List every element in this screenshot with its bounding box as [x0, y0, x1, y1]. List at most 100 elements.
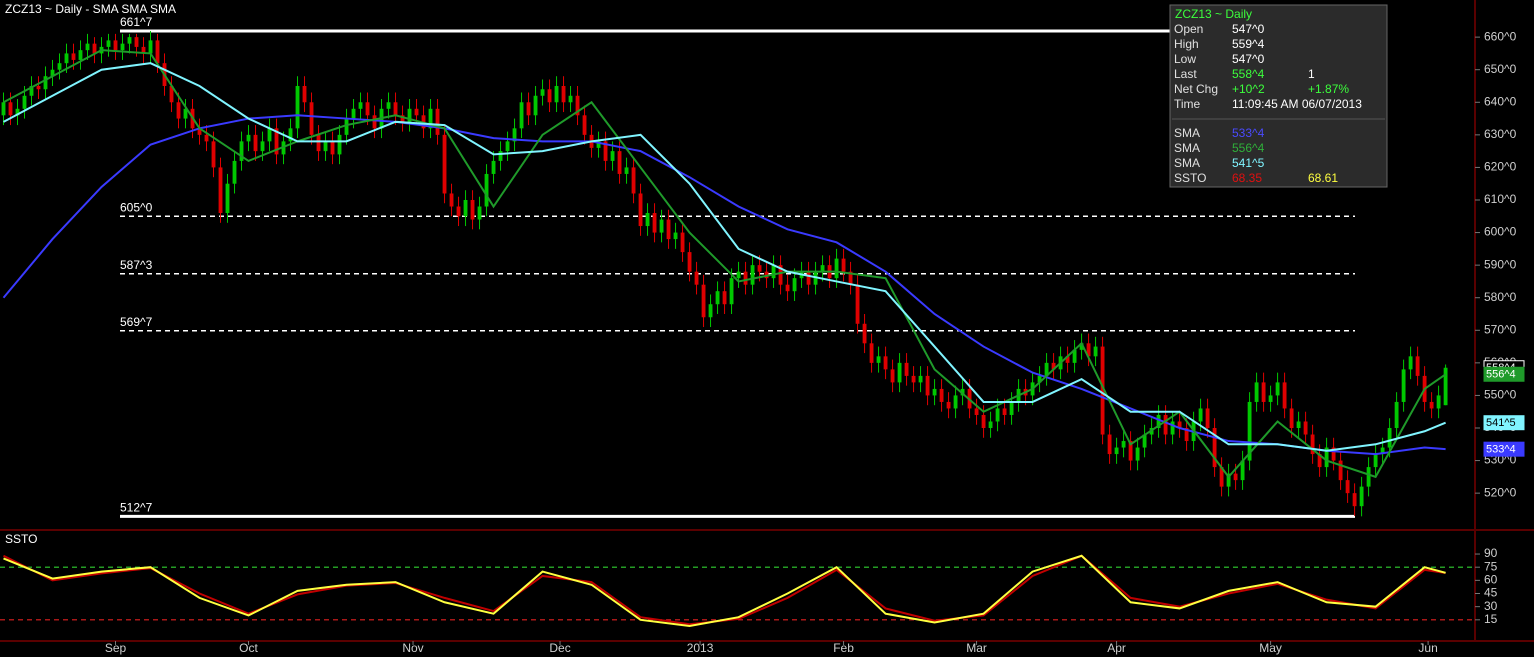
candle-body	[36, 85, 41, 90]
price-tag-label: 541^5	[1486, 417, 1516, 429]
candle-body	[1100, 346, 1105, 435]
line-series	[3, 49, 1447, 479]
candle-body	[477, 206, 482, 220]
candle-body	[701, 284, 706, 318]
candle-body	[169, 85, 174, 103]
price-tag	[1483, 415, 1525, 431]
info-label: SMA	[1174, 126, 1200, 140]
candle-body	[925, 375, 930, 396]
info-label: Net Chg	[1174, 82, 1218, 96]
line-series	[3, 554, 1446, 627]
candle-body	[442, 134, 447, 194]
candle-body	[519, 102, 524, 129]
info-label: Open	[1174, 22, 1203, 36]
price-tag	[1483, 441, 1525, 457]
y-tick-label: 45	[1484, 586, 1498, 600]
candle-body	[561, 85, 566, 103]
candle-body	[218, 167, 223, 214]
price-tag-label: 533^4	[1486, 444, 1516, 456]
candle-body	[365, 102, 370, 116]
y-tick-label: 30	[1484, 599, 1498, 613]
x-tick-label: Nov	[402, 641, 423, 655]
candle-body	[43, 76, 48, 90]
candle-body	[106, 40, 111, 47]
candle-body	[883, 356, 888, 370]
candle-body	[610, 151, 615, 161]
candle-body	[1128, 441, 1133, 461]
candle-body	[778, 265, 783, 285]
candle-body	[750, 265, 755, 285]
candle-body	[1044, 362, 1049, 376]
candle-body	[1254, 382, 1259, 402]
candle-body	[1142, 434, 1147, 448]
candle-body	[876, 356, 881, 363]
candle-body	[253, 134, 258, 152]
candle-body	[1135, 447, 1140, 461]
level-label: 512^7	[120, 501, 153, 515]
candle-body	[638, 193, 643, 227]
candle-body	[1051, 362, 1056, 370]
price-tag	[1483, 366, 1525, 382]
info-label: SMA	[1174, 141, 1200, 155]
y-tick-label: 75	[1484, 559, 1498, 573]
candle-body	[946, 401, 951, 409]
candle-body	[1352, 493, 1357, 507]
candle-body	[1373, 454, 1378, 468]
candle-body	[309, 102, 314, 135]
info-value: +10^2	[1232, 82, 1265, 96]
y-tick-label: 570^0	[1484, 322, 1517, 336]
info-extra: 1	[1308, 67, 1315, 81]
candle-body	[1443, 367, 1448, 406]
candle-body	[841, 258, 846, 272]
candle-body	[771, 265, 776, 279]
candle-body	[981, 414, 986, 429]
candle-body	[498, 151, 503, 161]
candle-body	[225, 183, 230, 214]
candle-body	[1408, 356, 1413, 370]
x-tick-label: 2013	[687, 641, 714, 655]
candle-body	[1009, 401, 1014, 415]
candle-body	[463, 199, 468, 217]
candle-body	[596, 141, 601, 148]
candle-body	[932, 388, 937, 396]
candle-body	[918, 375, 923, 383]
info-panel	[1169, 4, 1388, 188]
candle-body	[1429, 401, 1434, 409]
line-series	[3, 62, 1446, 452]
candle-body	[407, 108, 412, 122]
candle-body	[582, 115, 587, 135]
level-label: 605^0	[120, 200, 153, 214]
candle-body	[302, 85, 307, 103]
candle-body	[1345, 480, 1350, 494]
candle-body	[1415, 356, 1420, 376]
candle-body	[204, 134, 209, 142]
candle-body	[505, 141, 510, 152]
candle-body	[267, 128, 272, 142]
candle-body	[659, 219, 664, 233]
candle-body	[183, 108, 188, 119]
info-value: 556^4	[1232, 141, 1265, 155]
info-value: 533^4	[1232, 126, 1265, 140]
y-tick-label: 630^0	[1484, 127, 1517, 141]
info-value: 547^0	[1232, 52, 1265, 66]
candle-body	[757, 265, 762, 272]
candle-body	[890, 369, 895, 383]
candle-body	[358, 102, 363, 109]
candle-body	[1002, 408, 1007, 415]
candle-body	[512, 128, 517, 142]
candle-body	[1079, 343, 1084, 350]
candle-body	[1303, 421, 1308, 435]
candle-body	[1065, 356, 1070, 363]
candle-body	[624, 167, 629, 174]
candle-body	[1366, 467, 1371, 487]
candle-body	[666, 219, 671, 240]
candle-body	[57, 63, 62, 70]
candle-body	[1296, 421, 1301, 429]
candle-body	[22, 95, 27, 109]
info-label: Low	[1174, 52, 1196, 66]
candle-body	[1324, 447, 1329, 468]
candle-body	[1289, 408, 1294, 429]
candle-body	[1205, 408, 1210, 429]
candle-body	[1086, 343, 1091, 357]
